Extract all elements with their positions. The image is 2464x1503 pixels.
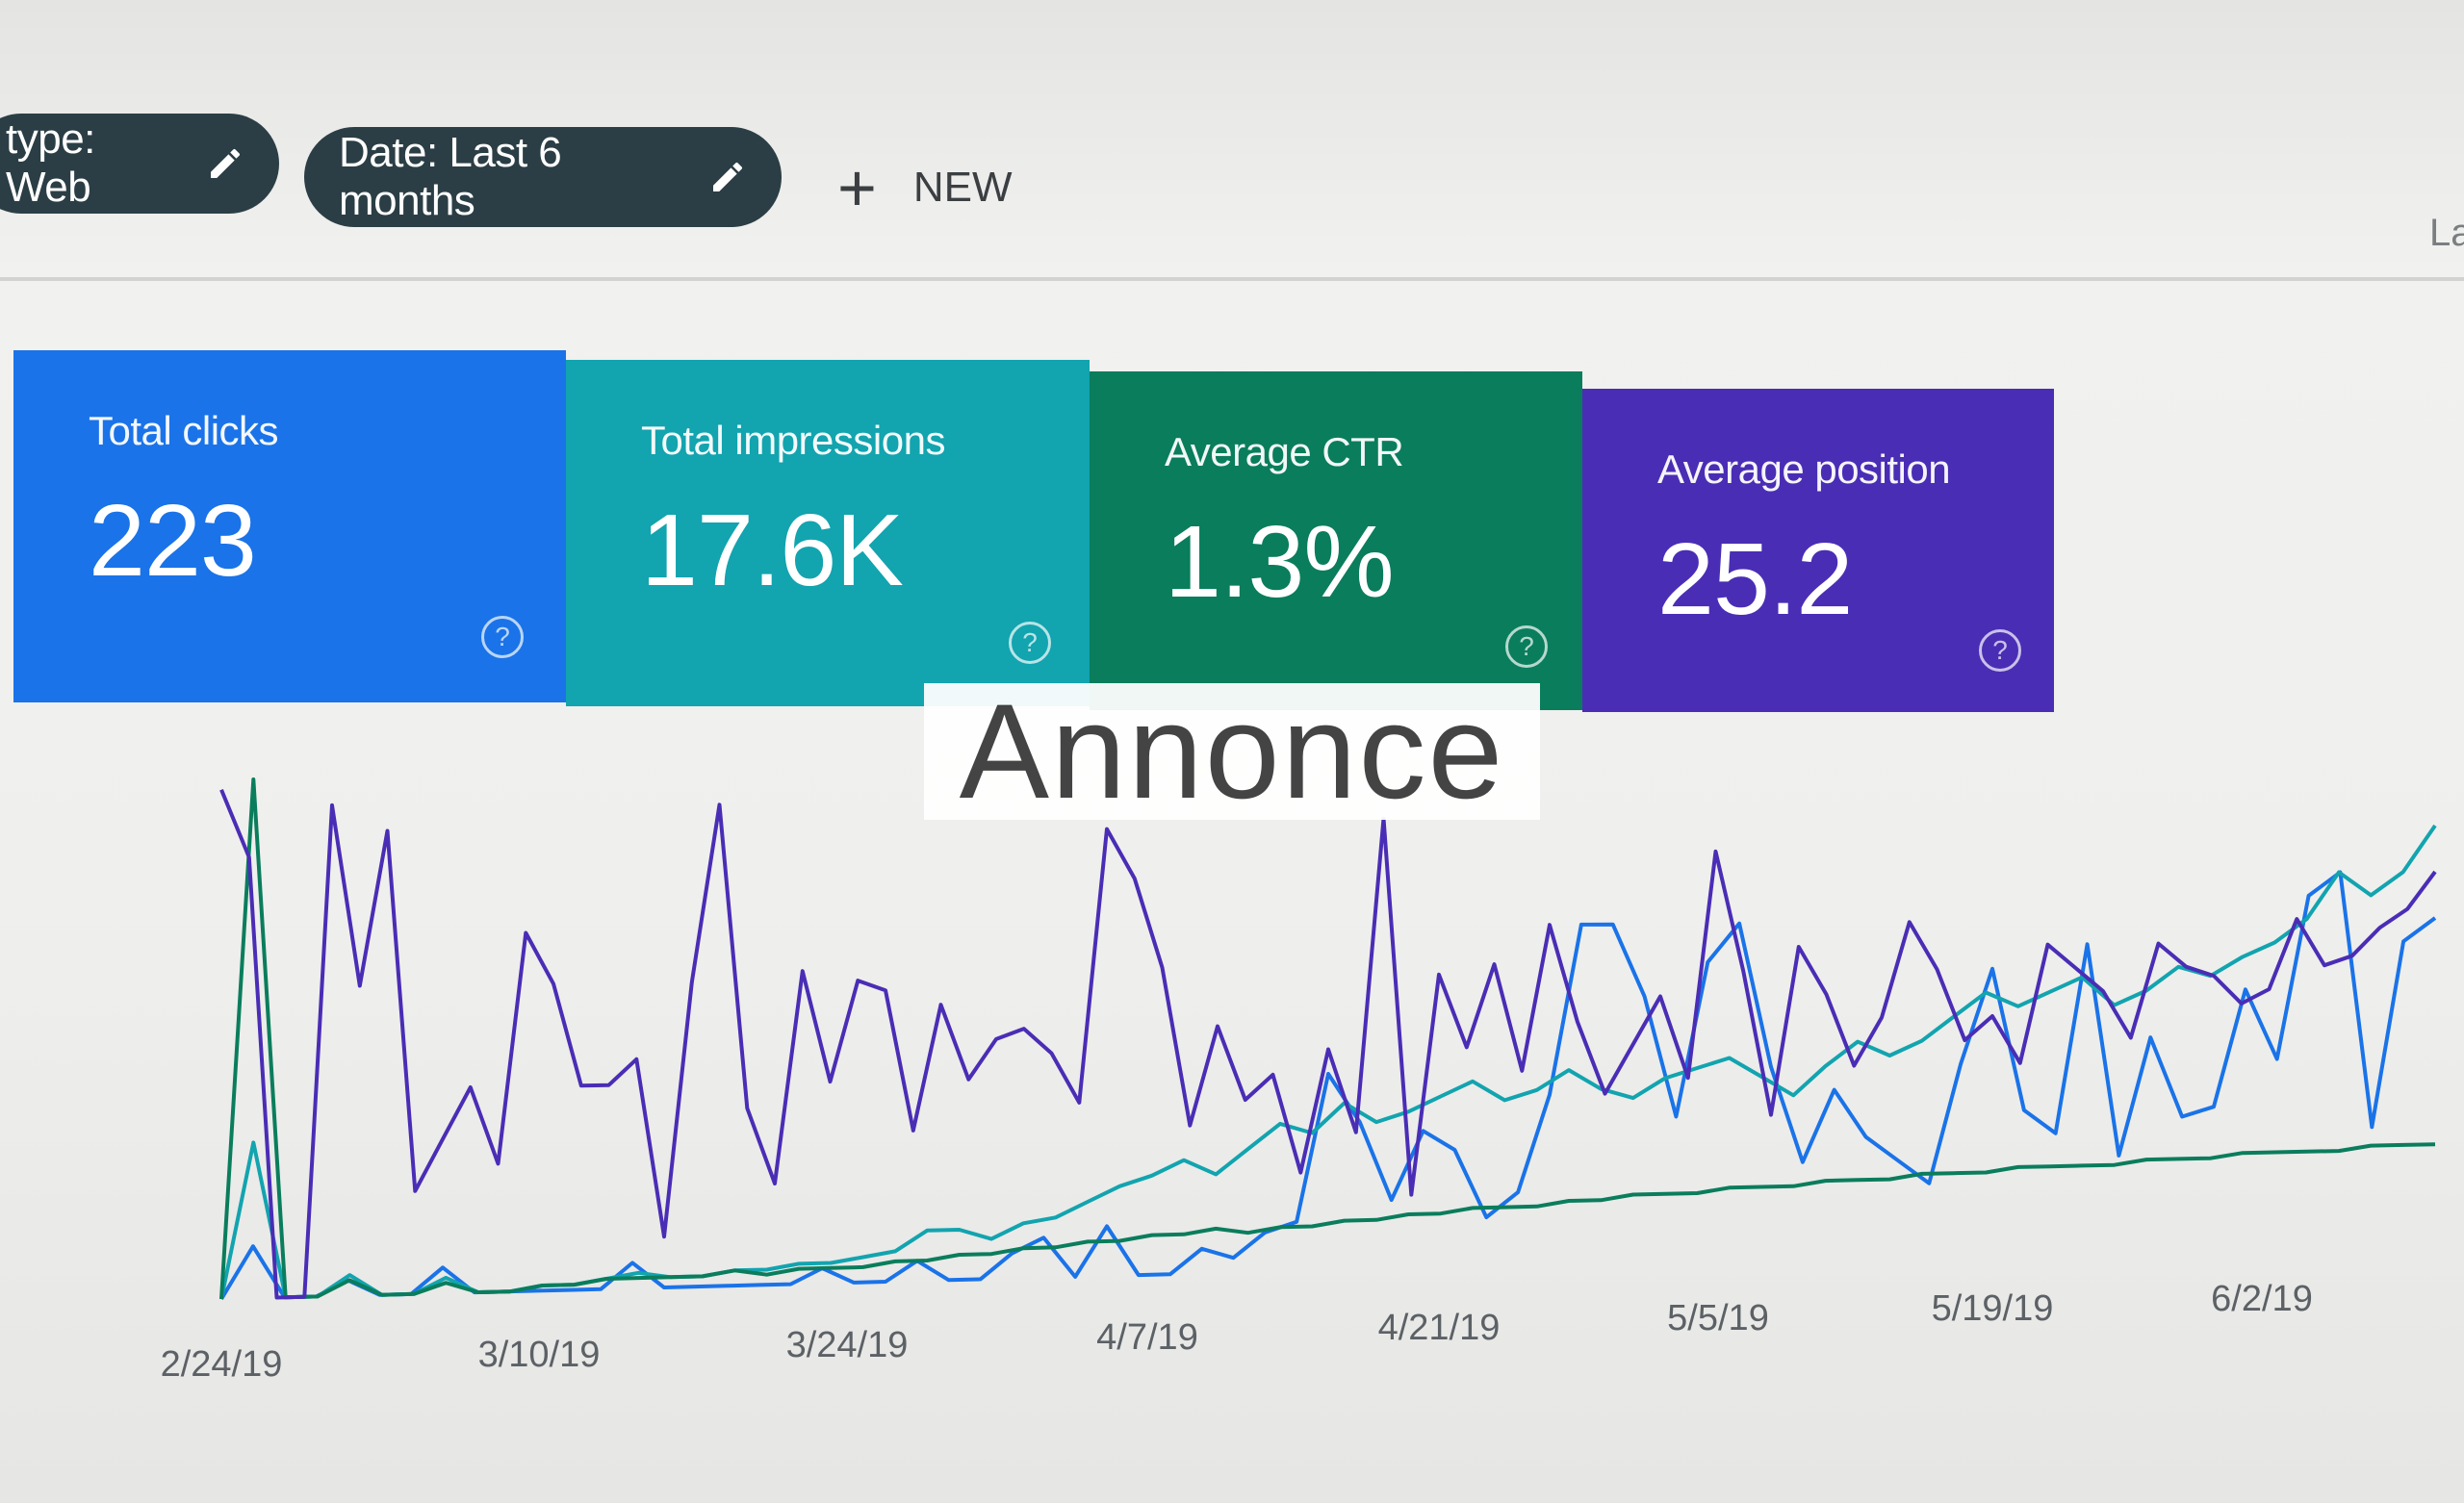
series-line-average-ctr [219,777,2436,1300]
metric-value: 1.3% [1165,505,1395,619]
metric-card-total-clicks[interactable]: Total clicks 223 ? [13,350,566,702]
x-tick-label: 5/5/19 [1667,1298,1769,1338]
x-tick-label: 3/10/19 [478,1335,601,1375]
annonce-overlay: Annonce [924,675,1540,827]
help-icon[interactable]: ? [1979,629,2021,672]
filter-chip-type-label: type: Web [6,115,95,211]
toolbar-divider [0,277,2464,281]
help-icon[interactable]: ? [1009,622,1051,664]
filter-chip-date[interactable]: Date: Last 6 months [304,127,782,227]
x-tick-label: 4/21/19 [1378,1308,1501,1348]
right-clipped-label: La [2429,212,2464,254]
filter-chip-type[interactable]: type: Web [0,114,279,214]
x-tick-label: 4/7/19 [1096,1317,1198,1358]
x-tick-label: 2/24/19 [161,1344,283,1385]
metric-label: Total impressions [641,418,945,463]
edit-pencil-icon[interactable] [206,144,244,183]
metric-card-average-ctr[interactable]: Average CTR 1.3% ? [1090,371,1582,710]
metric-label: Average CTR [1165,429,1404,474]
metric-label: Total clicks [89,408,279,453]
metric-value: 223 [89,484,257,598]
metric-value: 17.6K [641,494,904,607]
filter-chip-date-label: Date: Last 6 months [339,129,562,224]
metric-card-average-position[interactable]: Average position 25.2 ? [1582,389,2054,712]
metric-value: 25.2 [1657,522,1853,636]
metric-card-total-impressions[interactable]: Total impressions 17.6K ? [566,360,1090,706]
x-tick-label: 6/2/19 [2211,1279,2313,1319]
help-icon[interactable]: ? [1505,625,1548,668]
plus-icon: + [837,150,877,225]
help-icon[interactable]: ? [481,616,524,658]
series-line-total-clicks [219,870,2437,1301]
edit-pencil-icon[interactable] [708,158,747,196]
chart-x-ticks: 2/24/19 3/10/19 3/24/19 4/7/19 4/21/19 5/5/19… [161,1279,2313,1385]
new-filter-button[interactable]: + NEW [837,154,1013,221]
chart-series-layer [219,777,2437,1301]
series-line-average-position [219,789,2437,1300]
new-filter-label: NEW [912,164,1013,211]
x-tick-label: 5/19/19 [1932,1288,2054,1329]
x-tick-label: 3/24/19 [786,1325,909,1365]
metric-label: Average position [1657,446,1951,492]
